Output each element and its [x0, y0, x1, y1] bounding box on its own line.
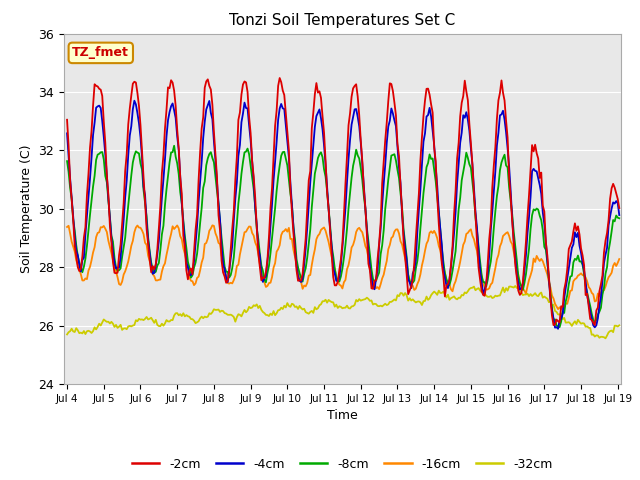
Text: TZ_fmet: TZ_fmet — [72, 47, 129, 60]
X-axis label: Time: Time — [327, 409, 358, 422]
Title: Tonzi Soil Temperatures Set C: Tonzi Soil Temperatures Set C — [229, 13, 456, 28]
Y-axis label: Soil Temperature (C): Soil Temperature (C) — [20, 144, 33, 273]
Legend: -2cm, -4cm, -8cm, -16cm, -32cm: -2cm, -4cm, -8cm, -16cm, -32cm — [127, 453, 558, 476]
